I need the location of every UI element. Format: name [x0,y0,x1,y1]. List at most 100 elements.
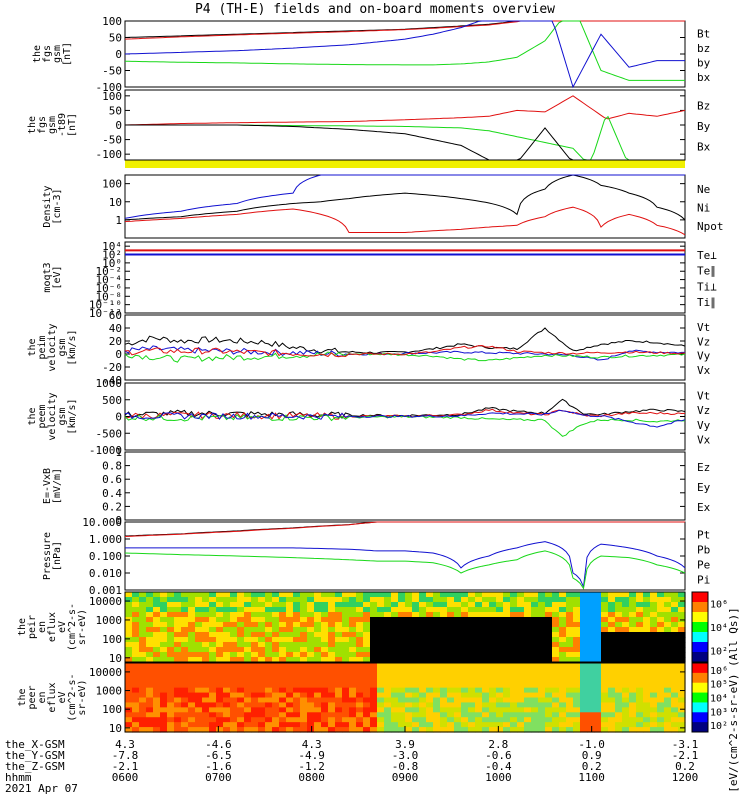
z-coord-label: 0.2 [675,760,695,773]
heatmap-cell [251,657,259,663]
heatmap-cell [251,637,259,643]
heatmap-cell [307,657,315,663]
heatmap-cell [209,712,217,718]
heatmap-cell [202,592,210,598]
heatmap-cell [258,702,266,708]
heatmap-cell [342,632,350,638]
heatmap-cell [608,652,616,658]
heatmap-cell [237,697,245,704]
heatmap-cell [510,647,518,653]
heatmap-cell [391,677,399,684]
heatmap-cell [265,682,273,689]
heatmap-cell [580,682,588,689]
heatmap-cell [461,687,469,694]
heatmap-cell [349,632,357,638]
heatmap-cell [482,607,490,613]
heatmap-cell [223,617,231,623]
heatmap-cell [447,627,455,633]
heatmap-cell [398,642,406,648]
heatmap-cell [398,627,406,633]
heatmap-cell [594,677,602,684]
heatmap-cell [566,657,574,663]
y-tick-label: 100 [102,90,122,103]
y-tick-label: 50 [109,104,122,117]
heatmap-cell [342,697,350,704]
heatmap-cell [209,717,217,723]
heatmap-cell [363,612,371,618]
heatmap-cell [678,667,686,674]
z-coord-label: -2.1 [112,760,139,773]
heatmap-cell [328,602,336,608]
heatmap-cell [216,687,224,694]
y-tick-label: 10⁴ [102,240,122,253]
heatmap-cell [377,727,385,733]
heatmap-cell [650,602,658,608]
heatmap-cell [272,682,280,689]
heatmap-cell [531,597,539,603]
heatmap-cell [335,722,343,728]
heatmap-cell [538,707,546,713]
heatmap-cell [125,607,133,613]
heatmap-cell [174,687,182,694]
panel-frame [124,314,686,381]
heatmap-cell [307,677,315,684]
heatmap-cell [370,717,378,723]
heatmap-cell [594,612,602,618]
heatmap-cell [398,707,406,713]
heatmap-cell [496,617,504,623]
heatmap-cell [174,622,182,628]
heatmap-cell [321,663,329,669]
heatmap-cell [391,692,399,699]
heatmap-cell [244,637,252,643]
heatmap-cell [370,622,378,628]
heatmap-cell [524,727,532,733]
heatmap-cell [195,657,203,663]
heatmap-cell [636,707,644,713]
heatmap-cell [363,602,371,608]
heatmap-cell [412,612,420,618]
heatmap-cell [419,697,427,704]
heatmap-cell [496,687,504,694]
heatmap-cell [496,627,504,633]
heatmap-cell [258,692,266,699]
heatmap-cell [307,627,315,633]
heatmap-cell [244,663,252,669]
heatmap-cell [594,622,602,628]
heatmap-cell [384,702,392,708]
heatmap-cell [447,612,455,618]
heatmap-cell [608,597,616,603]
heatmap-cell [314,707,322,713]
heatmap-cell [272,667,280,674]
heatmap-cell [174,682,182,689]
heatmap-cell [342,692,350,699]
heatmap-cell [132,677,140,684]
heatmap-cell [580,657,588,663]
heatmap-cell [314,652,322,658]
heatmap-cell [510,677,518,684]
heatmap-cell [146,697,154,704]
heatmap-cell [552,597,560,603]
heatmap-cell [314,617,322,623]
heatmap-cell [419,602,427,608]
heatmap-cell [272,692,280,699]
heatmap-cell [314,712,322,718]
heatmap-cell [321,597,329,603]
heatmap-cell [356,663,364,669]
heatmap-cell [664,632,672,638]
heatmap-cell [335,667,343,674]
y-coord-label: 0.9 [582,749,602,762]
heatmap-cell [265,622,273,628]
y-tick-label: 1.000 [89,533,122,546]
heatmap-cell [594,707,602,713]
heatmap-cell [475,663,483,669]
x-axis-row-label: the_Z-GSM [5,760,65,773]
heatmap-cell [202,642,210,648]
heatmap-cell [195,722,203,728]
heatmap-cell [552,642,560,648]
heatmap-cell [489,692,497,699]
heatmap-cell [650,607,658,613]
heatmap-cell [538,727,546,733]
heatmap-cell [426,667,434,674]
heatmap-cell [517,717,525,723]
heatmap-cell [489,687,497,694]
